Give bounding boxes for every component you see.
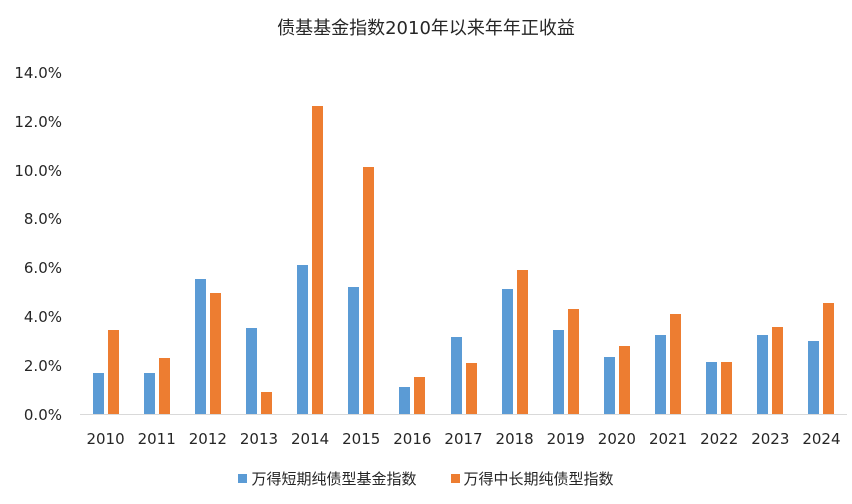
x-tick-label: 2020 xyxy=(597,430,636,448)
bar-2010-series-0 xyxy=(92,373,104,415)
x-tick-label: 2014 xyxy=(291,430,330,448)
y-tick-label: 14.0% xyxy=(14,64,62,82)
x-axis-line xyxy=(80,414,847,415)
legend-swatch-orange-icon xyxy=(450,474,460,483)
x-tick-label: 2010 xyxy=(86,430,125,448)
bar-2024-series-1 xyxy=(823,302,835,415)
bar-2019-series-0 xyxy=(552,330,564,415)
bar-2023-series-0 xyxy=(757,334,769,415)
bar-2014-series-0 xyxy=(297,265,309,415)
x-tick-label: 2015 xyxy=(342,430,381,448)
x-tick-label: 2017 xyxy=(444,430,483,448)
bar-2023-series-1 xyxy=(772,326,784,415)
x-tick-label: 2022 xyxy=(700,430,739,448)
bar-2013-series-1 xyxy=(260,392,272,415)
bar-2018-series-1 xyxy=(516,270,528,415)
legend-item-short-term: 万得短期纯债型基金指数 xyxy=(238,468,417,489)
legend: 万得短期纯债型基金指数 万得中长期纯债型指数 xyxy=(0,468,852,489)
bar-2018-series-0 xyxy=(501,289,513,415)
bar-2020-series-1 xyxy=(618,345,630,415)
bar-2016-series-0 xyxy=(399,386,411,415)
bar-2017-series-0 xyxy=(450,336,462,415)
y-tick-label: 8.0% xyxy=(23,210,62,229)
plot-area xyxy=(80,73,847,415)
x-tick-label: 2011 xyxy=(137,430,176,448)
bar-2015-series-1 xyxy=(363,167,375,415)
y-tick-label: 6.0% xyxy=(23,259,62,278)
legend-label: 万得短期纯债型基金指数 xyxy=(251,470,417,488)
bar-2011-series-0 xyxy=(143,372,155,415)
x-tick-label: 2013 xyxy=(239,430,279,448)
bar-2022-series-1 xyxy=(721,362,733,415)
legend-item-mid-long-term: 万得中长期纯债型指数 xyxy=(450,468,614,489)
bar-2012-series-0 xyxy=(194,279,206,415)
bar-2010-series-1 xyxy=(107,329,119,415)
bar-2021-series-1 xyxy=(670,314,682,415)
x-tick-label: 2023 xyxy=(751,430,790,448)
chart-title: 债基基金指数2010年以来年年正收益 xyxy=(277,18,575,39)
bar-2021-series-0 xyxy=(655,335,667,415)
bar-2017-series-1 xyxy=(465,362,477,415)
bar-2015-series-0 xyxy=(348,287,360,415)
bar-2020-series-0 xyxy=(603,357,615,415)
y-tick-label: 4.0% xyxy=(23,307,62,326)
y-tick-label: 12.0% xyxy=(14,112,62,131)
y-tick-label: 2.0% xyxy=(23,356,62,375)
bar-2016-series-1 xyxy=(414,376,426,415)
x-tick-label: 2019 xyxy=(546,430,585,448)
x-tick-label: 2021 xyxy=(648,430,688,448)
bar-2013-series-0 xyxy=(245,328,257,415)
x-tick-label: 2012 xyxy=(188,430,227,448)
y-tick-label: 10.0% xyxy=(14,161,62,180)
bar-2011-series-1 xyxy=(158,357,170,415)
x-tick-label: 2024 xyxy=(802,430,841,448)
x-tick-label: 2018 xyxy=(495,430,534,448)
bar-2024-series-0 xyxy=(808,341,820,415)
y-tick-label: 0.0% xyxy=(23,405,62,424)
bar-2014-series-1 xyxy=(312,106,324,415)
bar-2012-series-1 xyxy=(209,292,221,415)
bar-2022-series-0 xyxy=(706,362,718,415)
legend-label: 万得中长期纯债型指数 xyxy=(463,470,614,488)
x-tick-label: 2016 xyxy=(393,430,432,448)
bar-2019-series-1 xyxy=(567,309,579,415)
legend-swatch-blue-icon xyxy=(238,474,248,483)
